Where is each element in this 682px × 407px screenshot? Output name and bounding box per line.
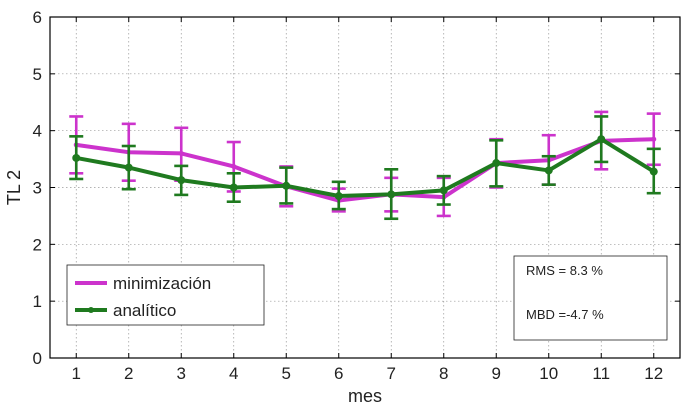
y-tick-label: 0 (33, 349, 42, 368)
data-point (124, 163, 133, 172)
data-point (597, 135, 606, 144)
x-axis-label: mes (348, 386, 382, 406)
data-point (178, 150, 184, 156)
series-layer (69, 110, 661, 221)
data-point (649, 167, 658, 176)
y-axis-label: TL 2 (4, 170, 24, 205)
data-point (387, 190, 396, 199)
x-tick-label: 3 (177, 364, 186, 383)
data-point (651, 136, 657, 142)
series-line (75, 137, 654, 203)
stats-box: RMS = 8.3 % MBD =-4.7 % (513, 255, 668, 341)
legend-label-analitico: analítico (113, 301, 176, 320)
y-tick-label: 3 (33, 179, 42, 198)
data-point (72, 153, 81, 162)
data-point (231, 163, 237, 169)
legend-box (66, 264, 265, 326)
y-tick-label: 6 (33, 8, 42, 27)
x-tick-label: 2 (124, 364, 133, 383)
x-tick-label: 6 (334, 364, 343, 383)
x-tick-label: 1 (72, 364, 81, 383)
series-minimizacion (69, 110, 661, 218)
data-point (282, 181, 291, 190)
legend-label-minimizacion: minimización (113, 274, 211, 293)
stats-box-frame (513, 255, 668, 341)
x-tick-label: 4 (229, 364, 238, 383)
series-line (75, 137, 655, 199)
x-tick-label: 12 (644, 364, 663, 383)
y-tick-label: 5 (33, 65, 42, 84)
legend: minimización analítico (66, 264, 265, 326)
mbd-annotation: MBD =-4.7 % (526, 307, 604, 322)
x-tick-label: 5 (282, 364, 291, 383)
x-tick-label: 11 (592, 364, 610, 383)
legend-marker-analitico (88, 307, 94, 313)
x-tick-label: 10 (539, 364, 558, 383)
x-tick-label: 8 (439, 364, 448, 383)
y-tick-label: 4 (33, 122, 42, 141)
data-point (177, 176, 186, 185)
y-tick-label: 2 (33, 235, 42, 254)
data-point (439, 186, 448, 195)
y-tick-label: 1 (33, 292, 42, 311)
data-point (492, 159, 501, 168)
series-analitico (69, 115, 661, 221)
data-point (229, 183, 238, 192)
data-point (334, 192, 343, 201)
x-tick-label: 9 (492, 364, 501, 383)
x-tick-label: 7 (387, 364, 396, 383)
rms-annotation: RMS = 8.3 % (526, 263, 603, 278)
data-point (544, 166, 553, 175)
